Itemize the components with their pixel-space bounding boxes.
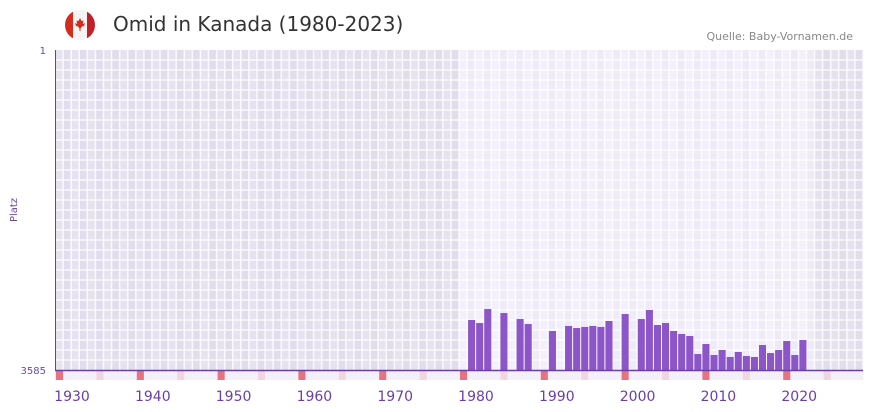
x-tick-label: 1940 xyxy=(135,389,171,405)
bar-1987 xyxy=(516,319,524,370)
half-decade-marker xyxy=(662,371,670,380)
bar-2002 xyxy=(637,319,645,370)
bar-1997 xyxy=(597,326,605,370)
bar-2019 xyxy=(775,350,783,370)
canada-flag-icon xyxy=(65,10,95,40)
bar-2022 xyxy=(799,340,807,370)
bar-2020 xyxy=(783,340,791,370)
bar-1991 xyxy=(548,330,556,370)
half-decade-marker xyxy=(581,371,589,380)
bar-1995 xyxy=(581,326,589,370)
x-tick-label: 1990 xyxy=(539,389,575,405)
half-decade-marker xyxy=(823,371,831,380)
x-tick-label: 1950 xyxy=(216,389,252,405)
bar-1994 xyxy=(573,328,581,370)
bar-2016 xyxy=(750,356,758,370)
decade-marker xyxy=(217,371,225,380)
bar-2006 xyxy=(670,330,678,370)
x-tick-label: 1980 xyxy=(458,389,494,405)
source-link[interactable]: Quelle: Baby-Vornamen.de xyxy=(706,30,853,43)
half-decade-marker xyxy=(258,371,266,380)
decade-marker xyxy=(379,371,387,380)
decade-marker xyxy=(621,371,629,380)
y-tick-top: 1 xyxy=(40,46,46,57)
x-tick-label: 1970 xyxy=(377,389,413,405)
y-tick-bottom: 3585 xyxy=(21,366,46,377)
marker-strip xyxy=(55,371,863,380)
decade-marker xyxy=(298,371,306,380)
bar-1981 xyxy=(468,320,476,370)
bar-2004 xyxy=(653,325,661,370)
half-decade-marker xyxy=(177,371,185,380)
bar-1993 xyxy=(565,325,573,370)
half-decade-marker xyxy=(742,371,750,380)
bar-1985 xyxy=(500,313,508,370)
bar-2010 xyxy=(702,344,710,370)
bar-1988 xyxy=(524,324,532,370)
bar-2014 xyxy=(734,351,742,370)
bar-2005 xyxy=(662,323,670,370)
bar-2000 xyxy=(621,314,629,370)
bar-1983 xyxy=(484,309,492,370)
bar-2018 xyxy=(767,353,775,370)
decade-marker xyxy=(540,371,548,380)
bar-2009 xyxy=(694,354,702,370)
bar-2017 xyxy=(758,345,767,370)
bar-2015 xyxy=(742,355,750,370)
bar-2003 xyxy=(645,310,653,370)
x-tick-label: 1960 xyxy=(297,389,333,405)
bar-1982 xyxy=(476,323,484,370)
bar-1996 xyxy=(589,325,597,370)
decade-marker xyxy=(783,371,791,380)
decade-marker xyxy=(136,371,144,380)
half-decade-marker xyxy=(419,371,427,380)
half-decade-marker xyxy=(500,371,508,380)
x-tick-label: 1930 xyxy=(54,389,90,405)
chart-title: Omid in Kanada (1980-2023) xyxy=(113,12,404,36)
half-decade-marker xyxy=(96,371,104,380)
x-tick-label: 2020 xyxy=(781,389,817,405)
bar-2012 xyxy=(718,350,726,370)
x-tick-label: 2000 xyxy=(620,389,656,405)
bar-2021 xyxy=(791,355,799,370)
y-axis-label: Platz xyxy=(9,198,20,222)
half-decade-marker xyxy=(338,371,346,380)
bar-2008 xyxy=(686,335,694,370)
bar-2013 xyxy=(726,356,734,370)
bar-1998 xyxy=(605,320,613,370)
decade-marker xyxy=(702,371,710,380)
x-tick-label: 2010 xyxy=(701,389,737,405)
bar-2011 xyxy=(710,355,718,370)
decade-marker xyxy=(56,371,64,380)
bar-2007 xyxy=(678,334,686,370)
decade-marker xyxy=(460,371,468,380)
